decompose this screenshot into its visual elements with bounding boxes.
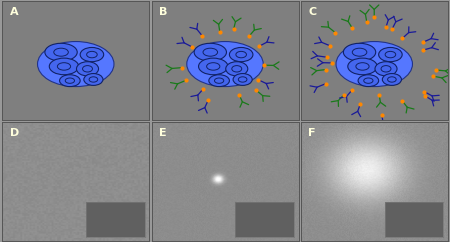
Ellipse shape [76,62,99,76]
Ellipse shape [343,43,376,61]
Text: E: E [159,128,166,138]
Ellipse shape [233,74,252,85]
Ellipse shape [348,58,377,75]
Text: B: B [159,7,167,17]
Ellipse shape [378,47,402,62]
Ellipse shape [358,75,378,87]
Ellipse shape [50,58,79,75]
Ellipse shape [209,75,230,87]
Ellipse shape [37,42,114,87]
Ellipse shape [375,62,397,76]
Text: D: D [9,128,19,138]
Ellipse shape [59,75,80,87]
Ellipse shape [382,74,401,85]
Ellipse shape [230,47,253,62]
Text: A: A [9,7,18,17]
Text: F: F [308,128,315,138]
Ellipse shape [84,74,103,85]
Ellipse shape [194,43,226,61]
Ellipse shape [187,42,263,87]
Ellipse shape [80,47,104,62]
Ellipse shape [336,42,413,87]
Text: C: C [308,7,316,17]
Ellipse shape [45,43,77,61]
Ellipse shape [226,62,248,76]
Ellipse shape [198,58,228,75]
